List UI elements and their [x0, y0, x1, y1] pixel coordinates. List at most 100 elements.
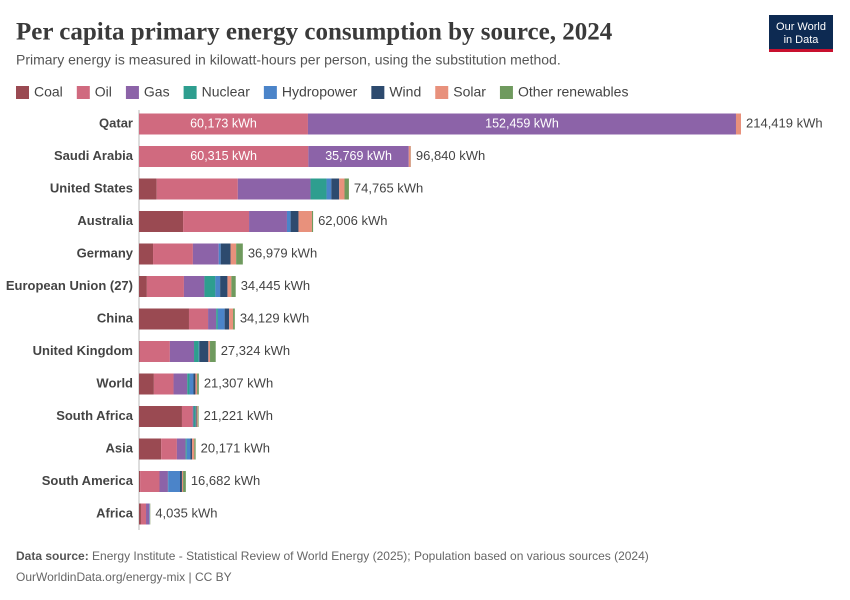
bar-segment — [192, 438, 195, 460]
bar-segment — [181, 471, 184, 492]
bar-segment — [140, 503, 147, 525]
category-label: South America — [42, 473, 134, 488]
bar-segment — [220, 243, 231, 265]
bar-segment — [149, 503, 150, 525]
bar-segment — [139, 503, 141, 525]
footer-link[interactable]: OurWorldinData.org/energy-mix | CC BY — [16, 570, 232, 584]
source-label: Data source: — [16, 549, 89, 563]
bar-segment — [139, 146, 309, 167]
total-label: 21,307 kWh — [204, 375, 273, 390]
category-label: United Kingdom — [33, 343, 133, 358]
bar-segment — [139, 211, 184, 232]
bar-segment — [139, 243, 154, 265]
bar-segment — [249, 211, 287, 232]
bar-segment — [199, 341, 209, 362]
legend-swatch — [125, 86, 139, 99]
bar-segment — [159, 471, 168, 492]
legend-swatch — [16, 86, 29, 99]
bar-segment — [193, 373, 196, 395]
bar-segment — [735, 113, 741, 135]
chart-subtitle: Primary energy is measured in kilowatt-h… — [16, 52, 561, 68]
logo[interactable]: Our World in Data — [769, 15, 833, 52]
total-label: 34,129 kWh — [240, 310, 309, 325]
bar-segment — [139, 113, 308, 135]
logo-text: Our World — [776, 21, 826, 33]
bar-segment — [339, 178, 345, 200]
bar-segment — [230, 243, 237, 265]
bar-segment — [140, 471, 160, 492]
bar-segment — [186, 438, 191, 460]
total-label: 27,324 kWh — [221, 343, 290, 358]
segment-label: 60,315 kWh — [190, 149, 257, 163]
segment-label: 152,459 kWh — [485, 116, 559, 130]
category-label: Africa — [96, 505, 134, 520]
bar-segment — [188, 308, 209, 330]
bar-segment — [176, 438, 186, 460]
bar-segment — [220, 276, 228, 297]
bar-segment — [196, 406, 198, 427]
bar-segment — [192, 406, 194, 427]
bar-segment — [231, 276, 236, 297]
category-label: Australia — [77, 213, 133, 228]
bar-segment — [224, 308, 230, 330]
legend-label: Nuclear — [202, 84, 251, 100]
bar-segment — [189, 373, 194, 395]
category-label: Qatar — [99, 115, 133, 130]
total-label: 34,445 kWh — [241, 278, 310, 293]
bar-segment — [194, 438, 196, 460]
bar-segment — [156, 178, 238, 200]
legend-swatch — [183, 86, 197, 99]
legend-swatch — [76, 86, 90, 99]
category-label: Asia — [106, 440, 134, 455]
legend-swatch — [263, 86, 277, 99]
bar-segment — [237, 178, 311, 200]
total-label: 36,979 kWh — [248, 245, 317, 260]
total-label: 74,765 kWh — [354, 180, 423, 195]
bar-segment — [139, 178, 157, 200]
total-label: 214,419 kWh — [746, 115, 823, 130]
source-text: Energy Institute - Statistical Review of… — [92, 549, 649, 563]
category-label: Germany — [77, 245, 134, 260]
bar-segment — [310, 178, 327, 200]
logo-underline — [769, 49, 833, 52]
bar-segment — [286, 211, 291, 232]
bar-segment — [153, 243, 193, 265]
legend-swatch — [371, 86, 385, 99]
bar-segment — [183, 276, 205, 297]
bar-segment — [218, 243, 221, 265]
total-label: 62,006 kWh — [318, 213, 387, 228]
legend-label: Oil — [95, 84, 112, 100]
bar-segment — [344, 178, 349, 200]
bar-segment — [227, 276, 232, 297]
bar-segment — [146, 276, 184, 297]
bar-segment — [208, 341, 211, 362]
bar-segment — [183, 471, 186, 492]
bar-segment — [408, 146, 411, 167]
bar-segment — [192, 243, 219, 265]
bar-segment — [161, 438, 177, 460]
bar-segment — [311, 211, 314, 232]
category-label: Saudi Arabia — [54, 148, 134, 163]
bar-segment — [229, 308, 234, 330]
bar-segment — [181, 406, 193, 427]
legend-label: Gas — [144, 84, 170, 100]
bar-segment — [217, 308, 225, 330]
bar-segment — [139, 308, 189, 330]
footer-source: Data source: Energy Institute - Statisti… — [16, 549, 649, 563]
total-label: 96,840 kWh — [416, 148, 485, 163]
bar-segment — [194, 341, 199, 362]
segment-label: 35,769 kWh — [325, 149, 392, 163]
bar-segment — [331, 178, 340, 200]
category-label: South Africa — [56, 408, 134, 423]
bar-segment — [183, 211, 250, 232]
bar-segment — [195, 406, 197, 427]
bar-segment — [198, 341, 200, 362]
bar-segment — [169, 341, 195, 362]
bar-segment — [236, 243, 243, 265]
bar-segment — [139, 406, 182, 427]
bar-segment — [210, 341, 216, 362]
bar-segment — [290, 211, 299, 232]
bar-segment — [139, 341, 170, 362]
bar-segment — [308, 146, 409, 167]
